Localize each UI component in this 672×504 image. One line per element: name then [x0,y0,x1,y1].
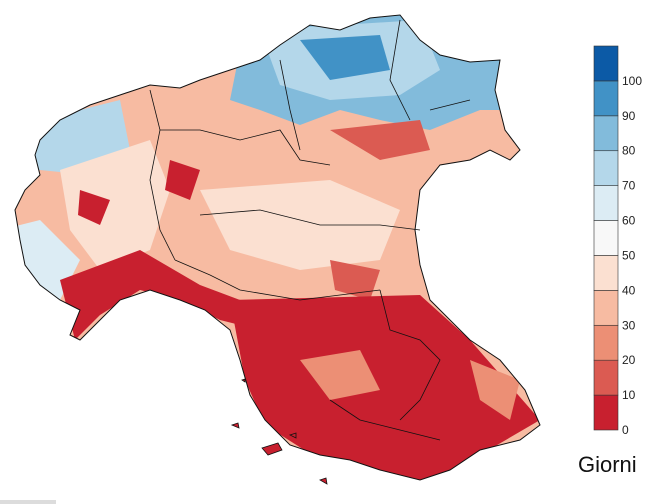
legend-tick-40: 40 [622,283,636,297]
legend-tick-20: 20 [622,353,636,367]
legend-swatch-4 [593,255,619,291]
islands [230,378,328,485]
legend-color-bar [593,45,619,431]
legend-swatch-3 [593,290,619,326]
legend-swatch-0 [593,394,619,431]
legend-tick-100: 100 [622,74,642,88]
region-borders [149,19,471,441]
legend-swatch-8 [593,115,619,152]
legend-swatch-2 [593,324,619,361]
legend-tick-50: 50 [622,248,636,262]
legend-swatch-10 [593,45,619,82]
heatmap-fill [15,15,540,480]
legend-swatch-7 [593,150,619,186]
italy-outline [14,14,541,481]
legend-swatch-9 [593,80,619,117]
legend: 0 10 20 30 40 50 60 70 80 90 100 [593,45,642,437]
bottom-bar [0,500,56,504]
legend-tick-70: 70 [622,179,636,193]
italy-map [14,14,541,485]
legend-unit-label: Giorni [578,452,637,477]
legend-tick-0: 0 [622,423,629,437]
legend-tick-80: 80 [622,144,636,158]
legend-tick-labels: 0 10 20 30 40 50 60 70 80 90 100 [622,74,642,437]
legend-swatch-6 [593,185,619,221]
legend-tick-10: 10 [622,388,636,402]
legend-tick-60: 60 [622,214,636,228]
legend-swatch-5 [593,220,619,256]
legend-swatch-1 [593,359,619,396]
legend-tick-90: 90 [622,109,636,123]
legend-tick-30: 30 [622,318,636,332]
